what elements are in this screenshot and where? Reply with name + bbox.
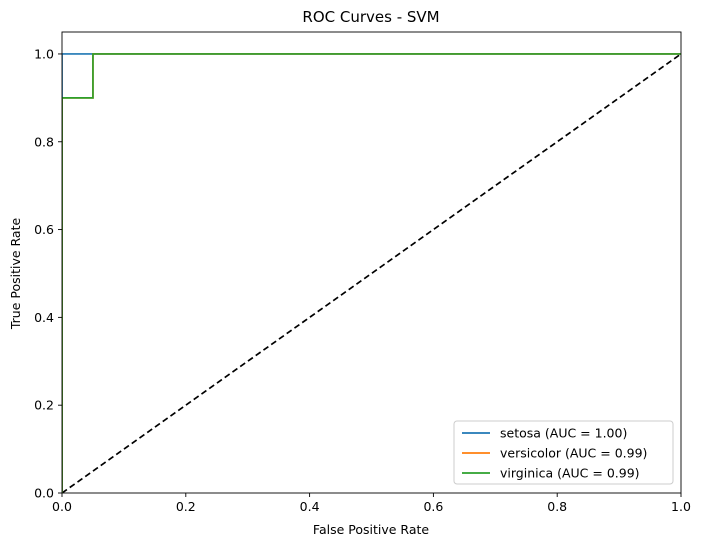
legend: setosa (AUC = 1.00) versicolor (AUC = 0.9… [453, 420, 674, 485]
x-axis-label: False Positive Rate [313, 522, 429, 537]
axes-frame [61, 31, 682, 494]
y-axis-label: True Positive Rate [8, 218, 23, 331]
y-tick-label: 0.4 [34, 310, 54, 325]
x-tick-label: 1.0 [671, 499, 691, 514]
y-tick-label: 0.6 [34, 222, 54, 237]
diagonal-reference-line [62, 53, 681, 493]
legend-label-0: setosa (AUC = 1.00) [500, 426, 627, 441]
y-tick-label: 0.8 [34, 134, 54, 149]
y-tick-label: 1.0 [34, 46, 54, 61]
x-tick-label: 0.6 [423, 499, 443, 514]
legend-label-2: virginica (AUC = 0.99) [500, 466, 640, 481]
x-tick-label: 0.4 [300, 499, 320, 514]
axis-ticks: 0.0 0.2 0.4 0.6 0.8 1.0 0.0 0.2 0.4 0.6 0.8 1.0 [34, 46, 691, 514]
x-tick-label: 0.0 [52, 499, 72, 514]
legend-box [453, 420, 674, 485]
series-line-2 [62, 53, 681, 493]
x-tick-label: 0.2 [176, 499, 196, 514]
plot-area [61, 31, 682, 494]
legend-label-1: versicolor (AUC = 0.99) [500, 446, 647, 461]
x-tick-label: 0.8 [547, 499, 567, 514]
plot-clip-group [62, 53, 681, 493]
chart-title: ROC Curves - SVM [302, 8, 439, 26]
y-tick-label: 0.2 [34, 398, 54, 413]
y-tick-label: 0.0 [34, 486, 54, 501]
